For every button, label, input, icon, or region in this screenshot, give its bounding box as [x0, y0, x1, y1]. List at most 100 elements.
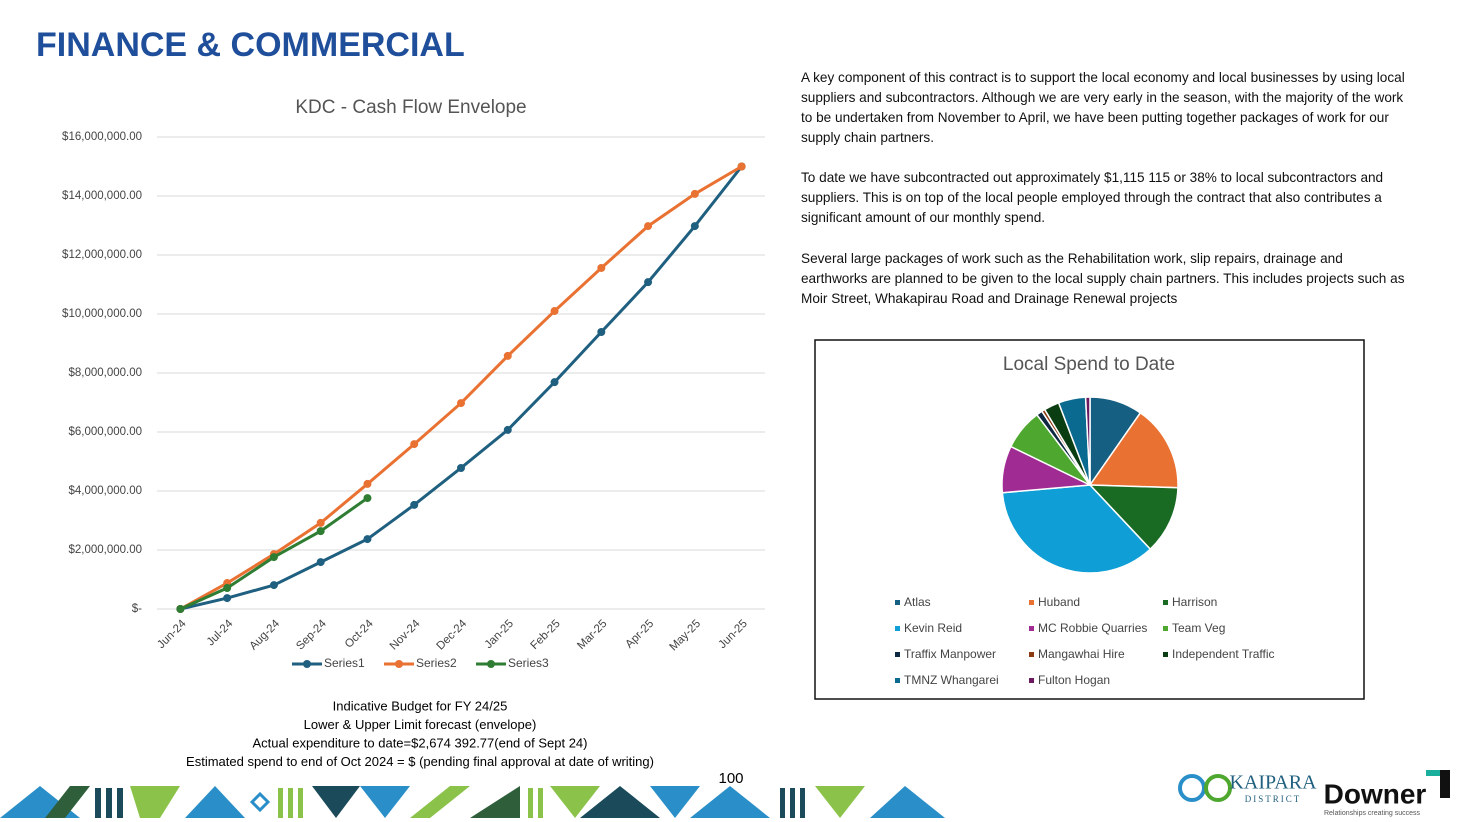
- kaipara-logo: KAIPARA DISTRICT: [1178, 772, 1317, 804]
- legend-label: Huband: [1038, 595, 1080, 609]
- legend-label: Series1: [324, 656, 365, 670]
- legend-marker: [303, 660, 311, 668]
- kaipara-text: KAIPARA: [1229, 772, 1317, 794]
- x-tick-label: Dec-24: [435, 617, 470, 652]
- x-tick-label: Jul-24: [205, 617, 236, 648]
- y-tick-label: $14,000,000.00: [62, 190, 142, 202]
- x-tick-label: Jun-24: [155, 617, 189, 651]
- downer-mark: [1440, 770, 1450, 798]
- point: [363, 494, 372, 503]
- legend-label: Traffix Manpower: [904, 647, 996, 661]
- y-tick-label: $10,000,000.00: [62, 308, 142, 320]
- point: [737, 162, 746, 171]
- point: [316, 558, 325, 567]
- legend-swatch: [895, 678, 900, 683]
- decor-band: [0, 786, 945, 818]
- x-tick-label: Apr-25: [623, 618, 656, 651]
- point: [550, 307, 559, 316]
- legend-marker: [395, 660, 403, 668]
- point: [269, 581, 278, 590]
- note: Indicative Budget for FY 24/25: [333, 698, 508, 713]
- legend-swatch: [1029, 600, 1034, 605]
- legend-label: TMNZ Whangarei: [904, 673, 999, 687]
- legend-swatch: [1029, 626, 1034, 631]
- point: [316, 518, 325, 527]
- legend-swatch: [895, 652, 900, 657]
- series-line: [180, 165, 743, 611]
- point: [316, 527, 325, 536]
- point: [457, 463, 465, 472]
- legend-label: Fulton Hogan: [1038, 673, 1110, 687]
- legend-marker: [487, 660, 495, 668]
- legend-label: Independent Traffic: [1172, 647, 1275, 661]
- pie-slice: [1084, 396, 1091, 486]
- pie-slice: [1001, 484, 1152, 574]
- downer-logo: Downer: [1324, 778, 1427, 809]
- point: [597, 327, 606, 336]
- x-tick-label: Aug-24: [247, 617, 282, 652]
- y-tick-label: $6,000,000.00: [68, 426, 142, 438]
- point: [457, 399, 465, 408]
- paragraph: Several large packages of work such as t…: [801, 251, 1405, 306]
- y-tick-label: $2,000,000.00: [68, 544, 142, 556]
- x-tick-label: May-25: [668, 618, 704, 654]
- x-tick-label: Nov-24: [388, 617, 423, 652]
- slide-title: FINANCE & COMMERCIAL: [36, 26, 465, 64]
- y-tick-label: $8,000,000.00: [68, 367, 142, 379]
- point: [690, 189, 699, 198]
- pie-slice: [1088, 484, 1179, 551]
- chart-title: Local Spend to Date: [1003, 354, 1175, 375]
- page-number: 100: [718, 770, 743, 787]
- y-tick-label: $16,000,000.00: [62, 131, 142, 143]
- x-tick-label: Feb-25: [529, 618, 563, 652]
- point: [597, 263, 606, 272]
- legend-label: MC Robbie Quarries: [1038, 621, 1147, 635]
- note: Actual expenditure to date=$2,674 392.77…: [252, 735, 587, 750]
- point: [176, 605, 185, 613]
- point: [363, 535, 372, 544]
- legend-swatch: [1163, 626, 1168, 631]
- x-tick-label: Oct-24: [343, 617, 376, 650]
- y-tick-label: $4,000,000.00: [68, 485, 142, 497]
- point: [269, 553, 278, 562]
- point: [223, 584, 232, 593]
- note: Estimated spend to end of Oct 2024 = $ (…: [186, 754, 654, 769]
- legend-label: Atlas: [904, 595, 931, 609]
- x-tick-label: Jan-25: [483, 618, 516, 651]
- y-tick-label: $-: [132, 603, 142, 615]
- point: [410, 440, 419, 449]
- legend-swatch: [1029, 678, 1034, 683]
- point: [644, 278, 653, 287]
- legend-label: Kevin Reid: [904, 621, 962, 635]
- point: [223, 594, 232, 603]
- point: [644, 222, 653, 231]
- legend-label: Team Veg: [1172, 621, 1225, 635]
- legend-swatch: [1163, 652, 1168, 657]
- series-line: [179, 165, 743, 611]
- paragraph: A key component of this contract is to s…: [801, 70, 1405, 145]
- legend-label: Harrison: [1172, 595, 1217, 609]
- point: [690, 222, 699, 231]
- point: [550, 378, 559, 387]
- point: [503, 425, 512, 434]
- paragraph: To date we have subcontracted out approx…: [801, 170, 1384, 225]
- x-tick-label: Sep-24: [294, 617, 329, 652]
- legend-swatch: [1029, 652, 1034, 657]
- legend-label: Series3: [508, 656, 549, 670]
- x-tick-label: Mar-25: [575, 618, 609, 652]
- pie-slice: [1088, 411, 1179, 489]
- legend-swatch: [895, 626, 900, 631]
- y-tick-label: $12,000,000.00: [62, 249, 142, 261]
- district-text: DISTRICT: [1245, 794, 1302, 804]
- downer-tagline: Relationships creating success: [1324, 810, 1421, 817]
- legend-label: Series2: [416, 656, 457, 670]
- downer-mark: [1426, 770, 1440, 776]
- point: [410, 500, 419, 509]
- x-tick-label: Jun-25: [717, 618, 750, 651]
- point: [363, 479, 372, 488]
- chart-title: KDC - Cash Flow Envelope: [295, 97, 526, 118]
- legend-swatch: [1163, 600, 1168, 605]
- point: [503, 351, 512, 360]
